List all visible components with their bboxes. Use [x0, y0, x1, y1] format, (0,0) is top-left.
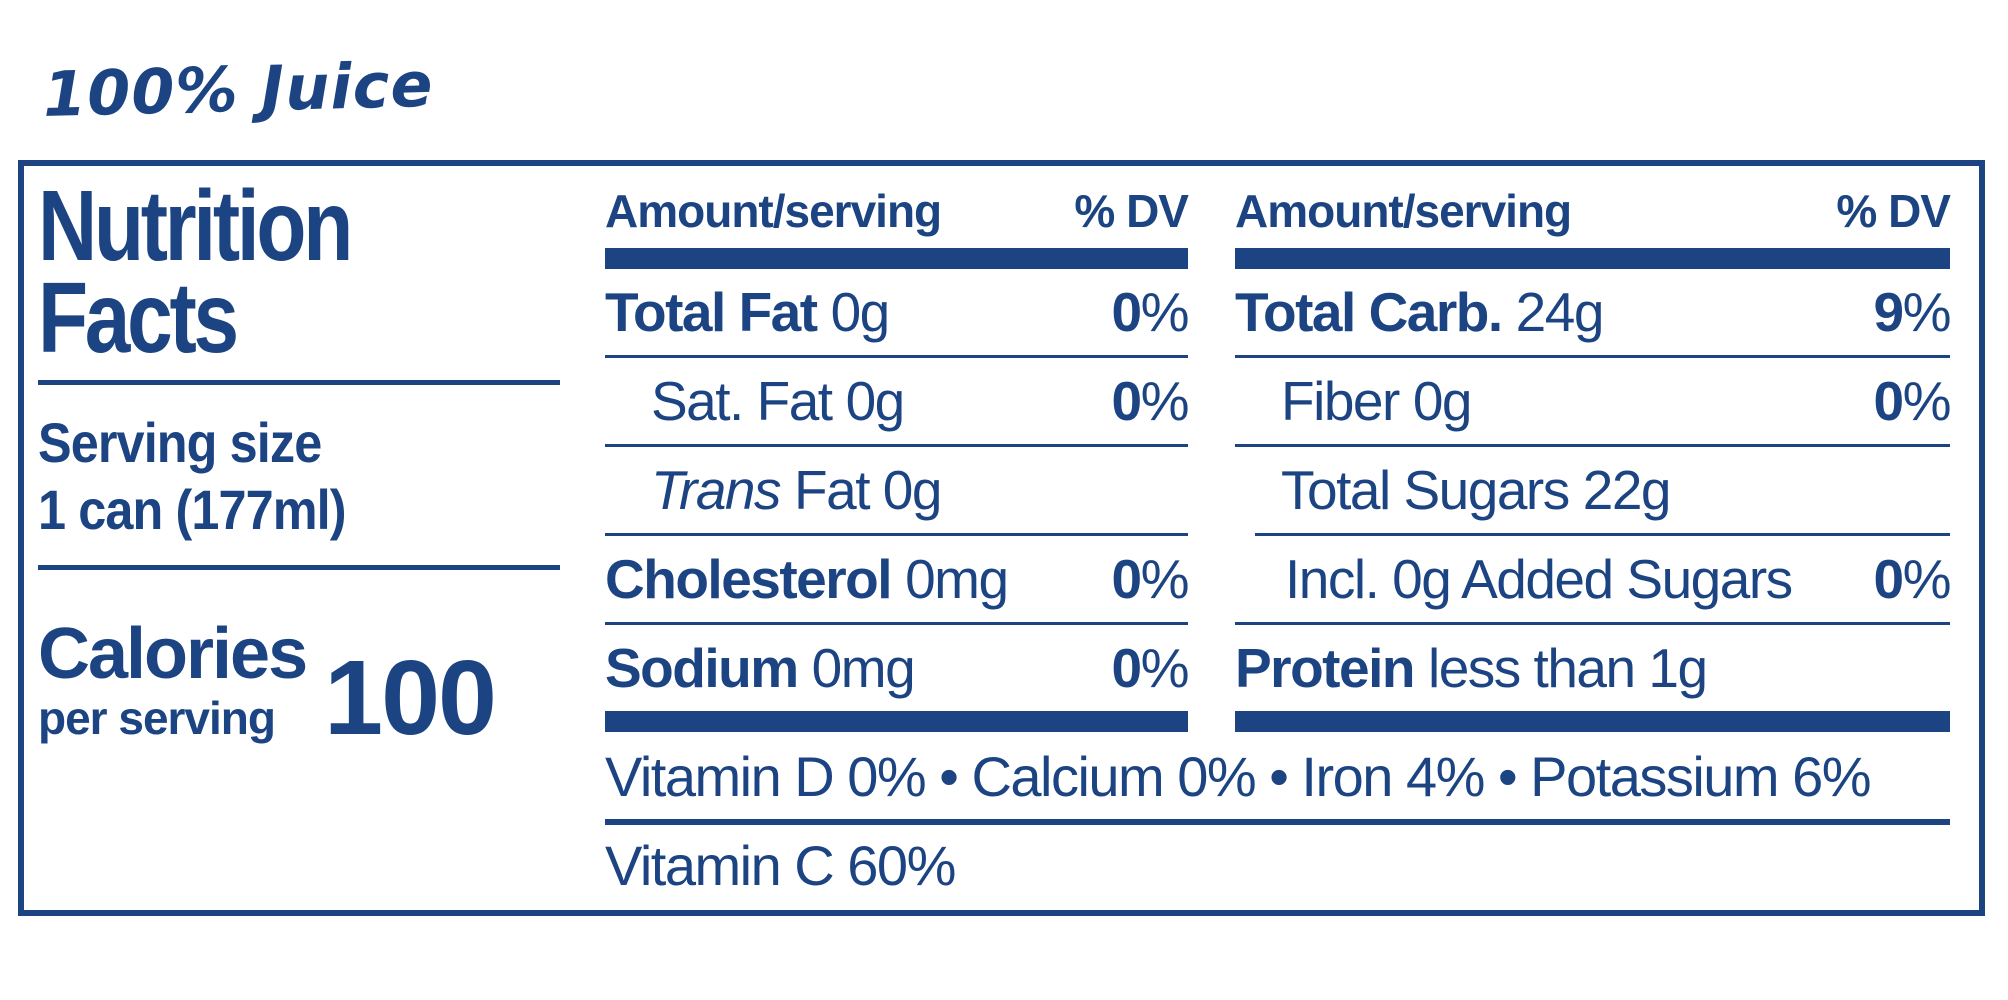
nutrient-amount: Trans Fat 0g	[651, 458, 942, 522]
nutrient-value: 0mg	[811, 637, 916, 699]
nutrient-value: less than 1g	[1427, 637, 1708, 699]
nutrition-panel: Nutrition Facts Serving size 1 can (177m…	[18, 160, 1985, 916]
calories-block: Calories per serving 100	[38, 614, 560, 758]
nutrient-value: 0g	[1412, 370, 1473, 432]
nutrient-name: Sodium	[605, 637, 799, 699]
calories-sublabel: per serving	[38, 692, 276, 745]
panel-left-column: Nutrition Facts Serving size 1 can (177m…	[38, 170, 560, 758]
micronutrients-line-1: Vitamin D 0% • Calcium 0% • Iron 4% • Po…	[605, 745, 1872, 808]
column-header-dv: % DV	[1074, 185, 1189, 237]
nutrient-row: Sat. Fat 0g 0%	[605, 358, 1190, 444]
nutrient-value: Fat 0g	[794, 459, 942, 521]
divider	[1235, 444, 1950, 447]
nutrient-amount: Protein less than 1g	[1235, 636, 1708, 700]
nutrient-amount: Total Fat 0g	[605, 280, 891, 344]
nutrient-amount: Cholesterol 0mg	[605, 547, 1009, 611]
nutrient-name: Total Sugars	[1281, 459, 1570, 521]
nutrient-daily-value: 9%	[1873, 281, 1952, 343]
nutrient-row: Sodium 0mg 0%	[605, 625, 1190, 711]
panel-title-line1: Nutrition	[38, 170, 353, 282]
column-header-amount: Amount/serving	[605, 185, 942, 237]
nutrient-row: Total Carb. 24g 9%	[1235, 269, 1952, 355]
nutrient-name: Total Carb.	[1235, 281, 1503, 343]
product-label: 100% Juice	[42, 47, 435, 131]
nutrient-daily-value: 0%	[1111, 548, 1190, 610]
divider	[605, 622, 1188, 625]
panel-title-line2: Facts	[38, 262, 239, 374]
serving-size: Serving size 1 can (177ml)	[38, 409, 508, 543]
column-header: Amount/serving % DV	[605, 166, 1189, 248]
nutrient-name: Cholesterol	[605, 548, 893, 610]
nutrient-value: 22g	[1582, 459, 1672, 521]
divider	[605, 533, 1188, 536]
nutrient-row: Cholesterol 0mg 0%	[605, 536, 1190, 622]
nutrient-value: 24g	[1515, 281, 1605, 343]
serving-size-label: Serving size	[38, 411, 322, 474]
divider	[1255, 533, 1950, 536]
divider	[605, 711, 1188, 732]
nutrient-amount: Fiber 0g	[1281, 369, 1473, 433]
nutrient-row: Total Fat 0g 0%	[605, 269, 1190, 355]
divider	[1235, 622, 1950, 625]
nutrient-row: Fiber 0g 0%	[1235, 358, 1952, 444]
nutrient-amount: Sat. Fat 0g	[651, 369, 906, 433]
nutrient-row: Incl. 0g Added Sugars 0%	[1235, 536, 1952, 622]
column-header-amount: Amount/serving	[1235, 185, 1572, 237]
divider	[1235, 355, 1950, 358]
nutrient-name: Trans	[651, 459, 782, 521]
nutrient-rows: Total Fat 0g 0% Sat. Fat 0g 0% Trans Fat 0g Chol…	[605, 269, 1190, 732]
divider	[38, 380, 560, 385]
divider	[605, 444, 1188, 447]
nutrient-value: 0g	[845, 370, 906, 432]
nutrient-row: Total Sugars 22g	[1235, 447, 1950, 533]
nutrient-name: Total Fat	[605, 281, 818, 343]
column-header: Amount/serving % DV	[1235, 166, 1951, 248]
nutrient-daily-value: 0%	[1111, 370, 1190, 432]
column-header-dv: % DV	[1836, 185, 1951, 237]
nutrient-amount: Total Carb. 24g	[1235, 280, 1605, 344]
nutrient-amount: Sodium 0mg	[605, 636, 916, 700]
divider	[38, 565, 560, 571]
nutrient-name: Protein	[1235, 637, 1415, 699]
header-bar	[605, 248, 1188, 269]
nutrient-column-left: Amount/serving % DV Total Fat 0g 0% Sat. Fa…	[605, 166, 1190, 732]
calories-labels: Calories per serving	[38, 614, 308, 745]
nutrient-amount: Total Sugars 22g	[1281, 458, 1672, 522]
nutrient-rows: Total Carb. 24g 9% Fiber 0g 0% Total Sugars 22g…	[1235, 269, 1952, 732]
nutrient-row: Protein less than 1g	[1235, 625, 1950, 711]
divider	[605, 355, 1188, 358]
panel-title: Nutrition Facts	[38, 170, 466, 374]
micronutrients-line-2: Vitamin C 60%	[605, 833, 956, 897]
nutrient-name: Incl. 0g Added Sugars	[1285, 548, 1793, 610]
nutrient-value: 0mg	[905, 548, 1009, 610]
divider	[605, 818, 1950, 825]
nutrient-daily-value: 0%	[1111, 281, 1190, 343]
calories-label: Calories	[38, 614, 308, 695]
nutrient-amount: Incl. 0g Added Sugars	[1285, 547, 1806, 611]
nutrient-row: Trans Fat 0g	[605, 447, 1188, 533]
nutrient-name: Fiber	[1281, 370, 1400, 432]
calories-value: 100	[324, 639, 497, 758]
header-bar	[1235, 248, 1950, 269]
micronutrients-section: Vitamin D 0% • Calcium 0% • Iron 4% • Po…	[605, 745, 1950, 897]
nutrient-daily-value: 0%	[1873, 548, 1952, 610]
nutrient-value: 0g	[830, 281, 891, 343]
nutrient-daily-value: 0%	[1873, 370, 1952, 432]
nutrient-column-right: Amount/serving % DV Total Carb. 24g 9% Fibe…	[1235, 166, 1952, 732]
nutrient-daily-value: 0%	[1111, 637, 1190, 699]
nutrient-name: Sat. Fat	[651, 370, 833, 432]
divider	[1235, 711, 1950, 732]
serving-size-value: 1 can (177ml)	[38, 478, 347, 542]
